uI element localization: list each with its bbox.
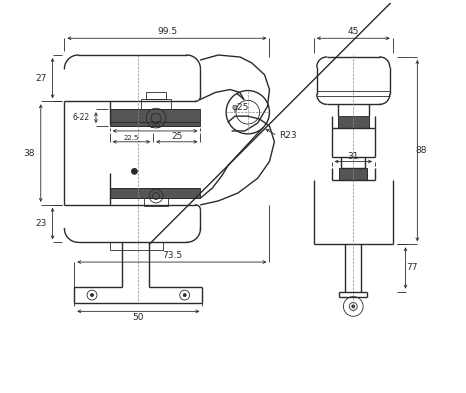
Text: φ25: φ25 [231,103,248,112]
Polygon shape [339,169,367,180]
Circle shape [183,294,186,297]
Text: 99.5: 99.5 [157,27,177,36]
Polygon shape [110,109,200,126]
Text: 50: 50 [133,313,144,322]
Text: 23: 23 [35,219,47,228]
Text: 38: 38 [23,149,35,158]
Text: 88: 88 [416,146,427,155]
Text: 25: 25 [171,132,183,141]
Bar [141,99,171,109]
Text: 77: 77 [406,263,418,272]
Circle shape [131,169,137,174]
Text: 45: 45 [348,27,359,36]
Text: 26: 26 [150,121,161,130]
Text: 22.5: 22.5 [124,135,139,141]
Circle shape [90,294,94,297]
Bar [146,92,166,99]
Polygon shape [110,188,200,198]
Text: R23: R23 [279,131,297,140]
Polygon shape [337,116,369,128]
Text: 73.5: 73.5 [162,251,182,260]
Circle shape [352,305,355,308]
Text: 6-22: 6-22 [73,113,90,122]
Text: 31: 31 [348,152,359,160]
Text: 27: 27 [35,74,47,83]
Bar [144,198,168,206]
